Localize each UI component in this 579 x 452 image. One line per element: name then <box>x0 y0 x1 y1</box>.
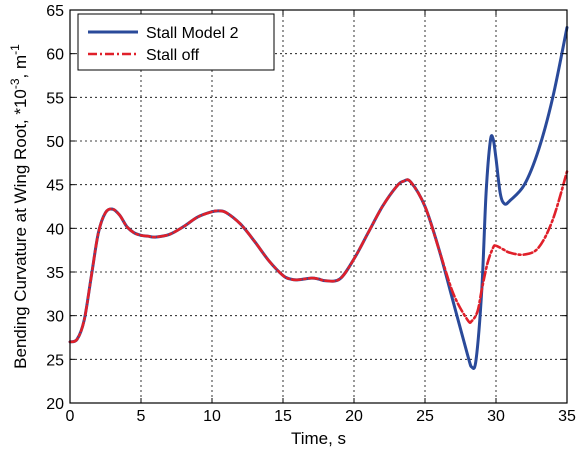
plot-frame <box>69 9 568 404</box>
x-axis-label: Time, s <box>291 429 346 448</box>
x-tick-label: 0 <box>66 408 75 425</box>
x-tick-label: 25 <box>416 408 434 425</box>
legend-label-stall-off: Stall off <box>146 47 200 64</box>
y-axis-label-unit: , m <box>11 55 30 79</box>
y-axis-label-exponent: -3 <box>8 78 22 89</box>
y-tick-label: 40 <box>46 221 64 238</box>
y-axis-label: Bending Curvature at Wing Root, *10-3, m… <box>8 44 30 369</box>
x-tick-label: 10 <box>203 408 221 425</box>
y-tick-label: 60 <box>46 47 64 64</box>
y-tick-label: 35 <box>46 265 64 282</box>
y-axis-label-main: Bending Curvature at Wing Root, *10 <box>11 89 30 369</box>
x-tick-label: 35 <box>558 408 576 425</box>
x-tick-label: 15 <box>274 408 292 425</box>
axis-ticks <box>69 9 568 404</box>
y-tick-label: 45 <box>46 178 64 195</box>
y-tick-label: 65 <box>46 3 64 20</box>
y-tick-label: 25 <box>46 352 64 369</box>
legend-box <box>77 13 275 71</box>
legend: Stall Model 2 Stall off <box>77 13 275 71</box>
series-line-stall-off <box>68 170 569 344</box>
x-tick-label: 30 <box>487 408 505 425</box>
legend-label-stall-model-2: Stall Model 2 <box>146 25 239 42</box>
y-tick-label: 55 <box>46 90 64 107</box>
y-axis-label-unit-exponent: -1 <box>8 44 22 55</box>
y-tick-labels: 20 25 30 35 40 45 50 55 60 65 <box>46 3 64 413</box>
x-tick-label: 20 <box>345 408 363 425</box>
series-lines <box>68 25 569 370</box>
y-tick-label: 20 <box>46 396 64 413</box>
y-tick-label: 50 <box>46 134 64 151</box>
x-tick-label: 5 <box>137 408 146 425</box>
y-tick-label: 30 <box>46 309 64 326</box>
x-tick-labels: 0 5 10 15 20 25 30 35 <box>66 408 576 425</box>
